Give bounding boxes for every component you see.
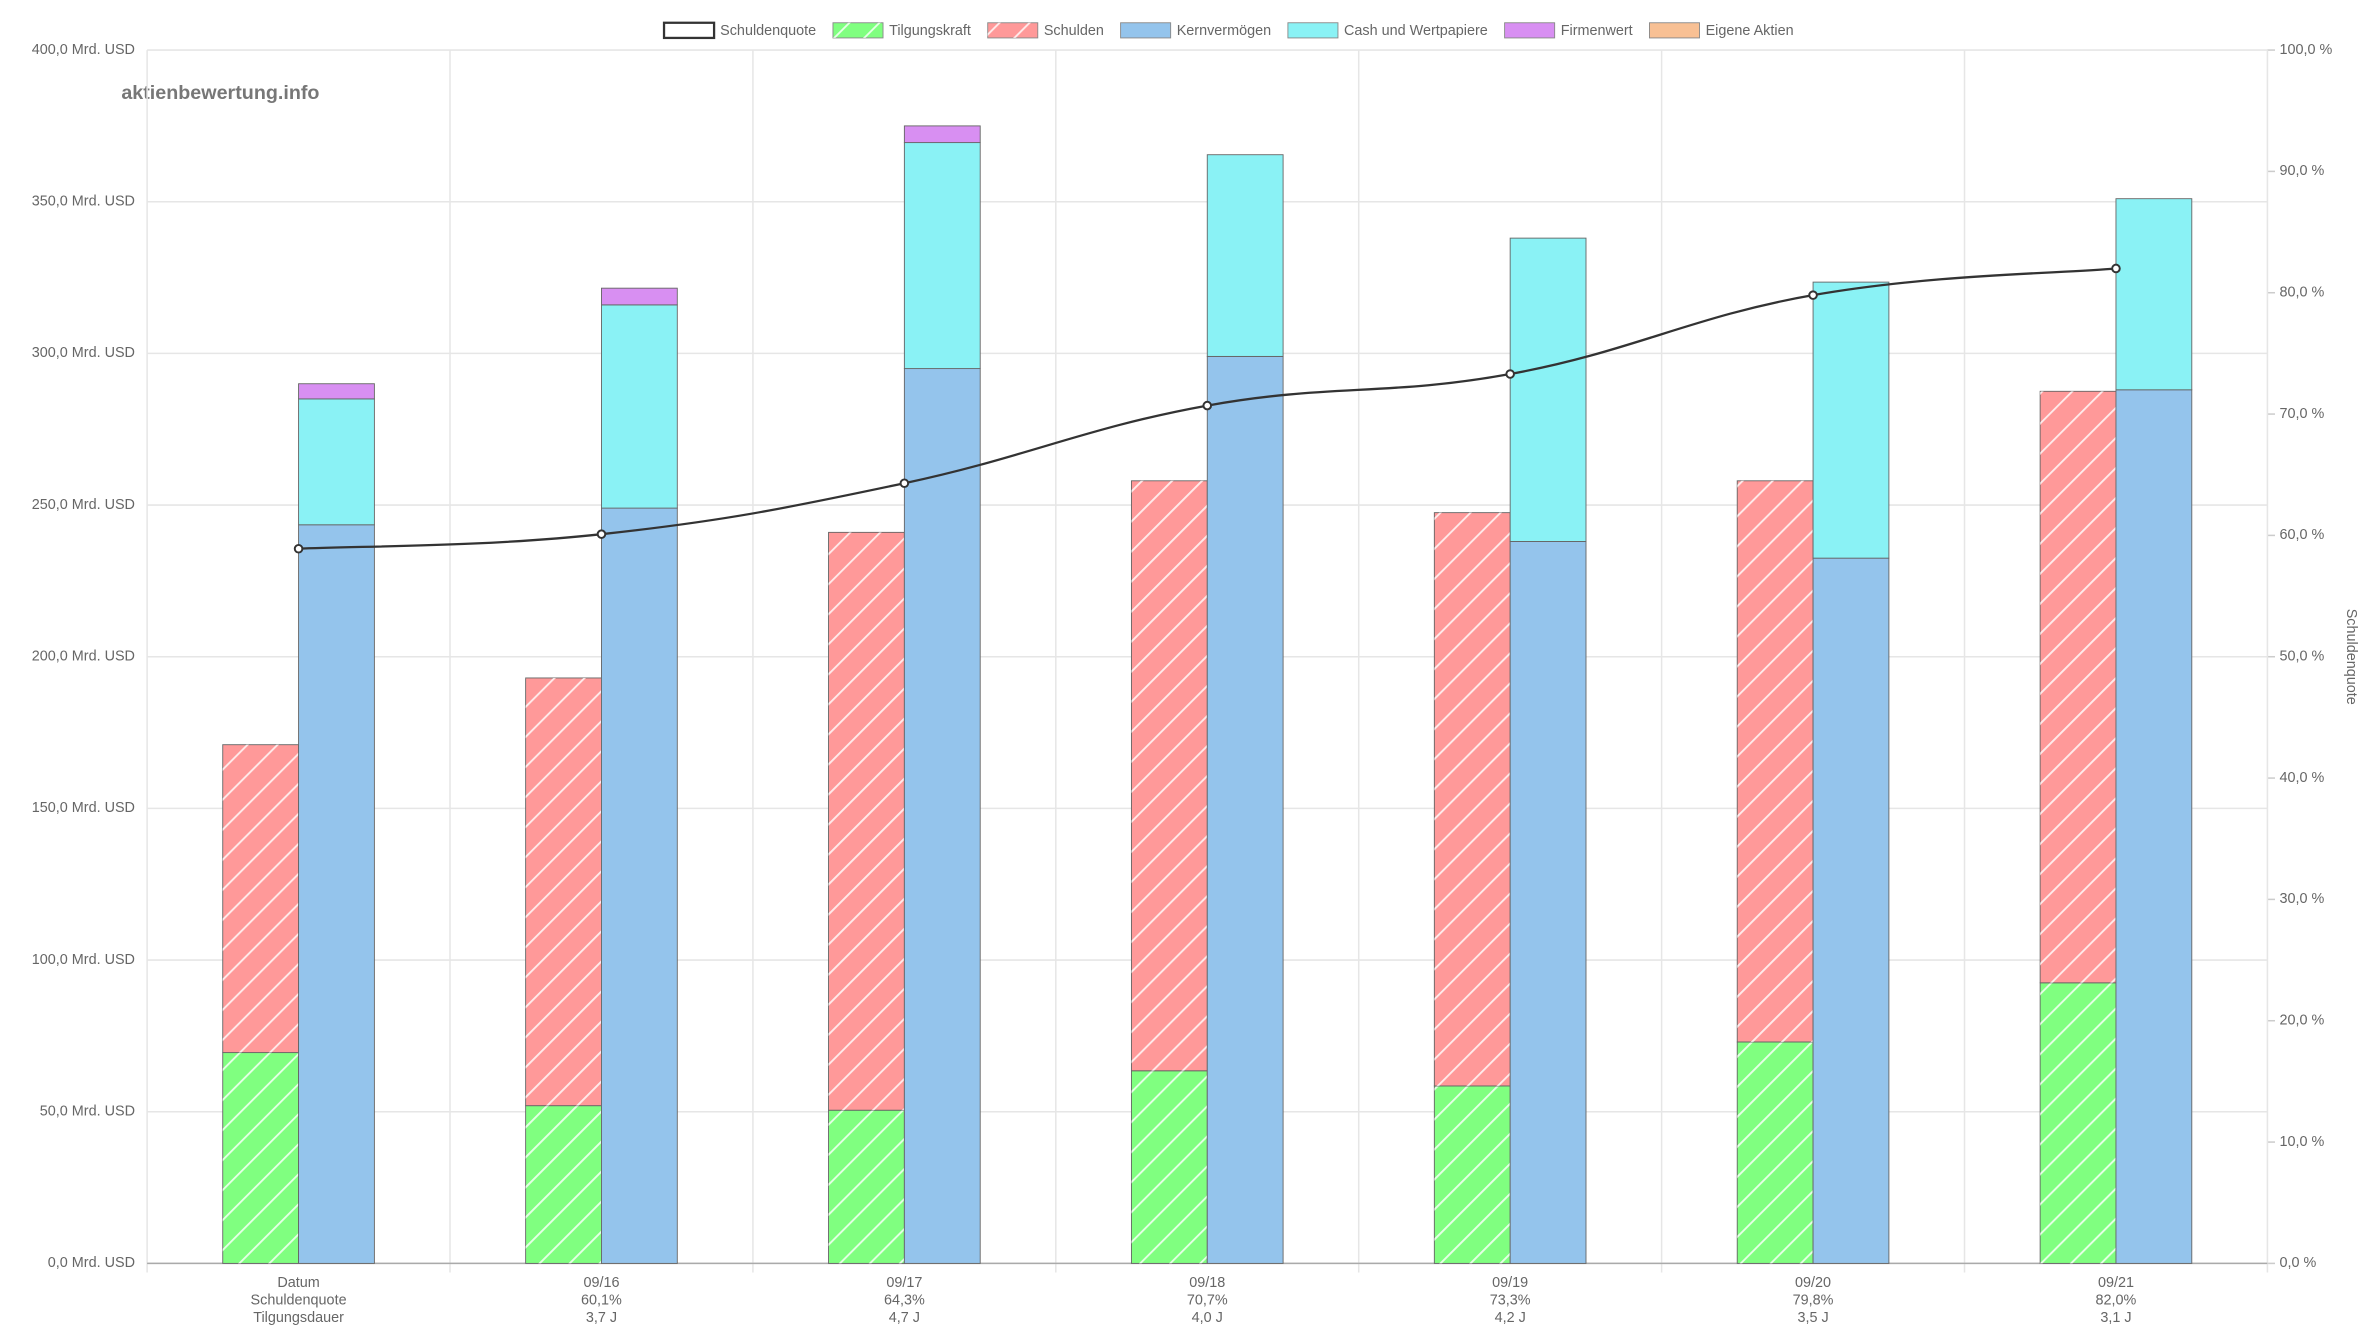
legend-swatch [1287, 22, 1339, 39]
y2-tick-label: 70,0 % [2280, 406, 2325, 422]
legend-label: Schuldenquote [720, 23, 816, 39]
x-tick-label: 73,3% [1490, 1292, 1531, 1308]
y2-axis-title: Schuldenquote [2343, 609, 2359, 705]
legend-swatch [662, 21, 716, 40]
x-tick-label: 79,8% [1793, 1292, 1834, 1308]
bar-segment [601, 304, 678, 509]
line-point [1505, 369, 1515, 379]
bar-hatch [222, 1052, 299, 1264]
y-tick-label: 400,0 Mrd. USD [32, 42, 135, 58]
x-tick-label: Datum [277, 1275, 319, 1291]
y-tick-label: 100,0 Mrd. USD [32, 952, 135, 968]
x-tick-label: 60,1% [581, 1292, 622, 1308]
legend-swatch [1648, 22, 1700, 39]
y-tick-label: 150,0 Mrd. USD [32, 800, 135, 816]
y2-tick-label: 60,0 % [2280, 527, 2325, 543]
bar-segment [298, 398, 375, 526]
legend-label: Cash und Wertpapiere [1344, 23, 1488, 39]
y2-tick-label: 100,0 % [2280, 42, 2333, 58]
bar-segment [601, 287, 678, 306]
legend-label: Schulden [1044, 23, 1104, 39]
bar-segment [1812, 557, 1890, 1264]
x-tick-label: 09/19 [1492, 1275, 1528, 1291]
line-point [899, 478, 910, 489]
y2-tick-label: 90,0 % [2280, 163, 2325, 179]
bar-segment [1509, 237, 1587, 542]
bar-hatch [2040, 982, 2116, 1264]
line-point [293, 543, 304, 554]
x-tick-label: 09/16 [583, 1275, 619, 1291]
y2-tick-label: 10,0 % [2280, 1134, 2325, 1150]
legend-label: Tilgungskraft [889, 23, 971, 39]
legend-swatch [1504, 22, 1556, 39]
y-tick-label: 250,0 Mrd. USD [32, 497, 135, 513]
bar-hatch [828, 1110, 905, 1264]
x-tick-label: 09/20 [1795, 1275, 1831, 1291]
legend-hatch [987, 22, 1038, 38]
watermark: aktienbewertung.info [121, 82, 319, 104]
bar-segment [2115, 389, 2193, 1264]
bar-segment [1206, 154, 1284, 357]
line-point [1808, 290, 1818, 300]
bar-segment [1206, 355, 1284, 1264]
y2-tick-label: 20,0 % [2280, 1013, 2325, 1029]
y2-tick-label: 50,0 % [2280, 649, 2325, 665]
x-tick-label: 64,3% [884, 1292, 925, 1308]
x-tick-label: 3,5 J [1797, 1310, 1828, 1326]
line-point [2111, 263, 2121, 274]
legend-label: Eigene Aktien [1706, 23, 1794, 39]
legend-hatch [832, 22, 884, 38]
y-tick-label: 350,0 Mrd. USD [32, 194, 135, 210]
bar-hatch [525, 1105, 602, 1264]
bar-segment [903, 142, 981, 370]
x-tick-label: 3,1 J [2100, 1310, 2131, 1326]
y2-tick-label: 30,0 % [2280, 891, 2325, 907]
y2-tick-label: 40,0 % [2280, 770, 2325, 786]
bar-segment [298, 524, 375, 1264]
x-tick-label: 82,0% [2096, 1292, 2137, 1308]
x-tick-label: 3,7 J [586, 1310, 617, 1326]
x-tick-label: 09/18 [1189, 1275, 1225, 1291]
bar-segment [2115, 198, 2193, 391]
bar-segment [903, 368, 981, 1264]
x-tick-label: 09/17 [886, 1275, 922, 1291]
y2-tick-label: 0,0 % [2280, 1255, 2317, 1271]
x-tick-label: 4,7 J [889, 1310, 920, 1326]
x-tick-label: 09/21 [2098, 1275, 2134, 1291]
bar-hatch [1737, 1041, 1814, 1264]
bar-hatch [828, 532, 905, 1111]
y2-tick-label: 80,0 % [2280, 285, 2325, 301]
bar-hatch [1434, 512, 1511, 1086]
legend-label: Kernvermögen [1177, 23, 1271, 39]
bar-hatch [2040, 391, 2116, 983]
bar-segment [1509, 541, 1587, 1264]
y-tick-label: 300,0 Mrd. USD [32, 345, 135, 361]
bar-segment [298, 383, 375, 400]
bar-hatch [1434, 1085, 1511, 1264]
x-tick-label: 70,7% [1187, 1292, 1228, 1308]
y-tick-label: 0,0 Mrd. USD [48, 1255, 135, 1271]
bar-hatch [1737, 480, 1814, 1042]
x-tick-label: Tilgungsdauer [253, 1310, 344, 1326]
x-tick-label: 4,0 J [1192, 1310, 1223, 1326]
legend-label: Firmenwert [1561, 23, 1633, 39]
bar-hatch [525, 677, 602, 1106]
line-point [596, 529, 607, 539]
x-tick-label: Schuldenquote [251, 1292, 347, 1308]
bar-hatch [1131, 480, 1208, 1071]
y-tick-label: 50,0 Mrd. USD [40, 1104, 135, 1120]
x-tick-label: 4,2 J [1495, 1310, 1526, 1326]
legend-swatch [1120, 22, 1172, 39]
bar-segment [1812, 281, 1890, 559]
bar-segment [601, 507, 678, 1264]
bar-hatch [1131, 1070, 1208, 1264]
line-point [1202, 400, 1213, 411]
bar-hatch [222, 744, 299, 1053]
y-tick-label: 200,0 Mrd. USD [32, 649, 135, 665]
bar-segment [903, 125, 981, 144]
